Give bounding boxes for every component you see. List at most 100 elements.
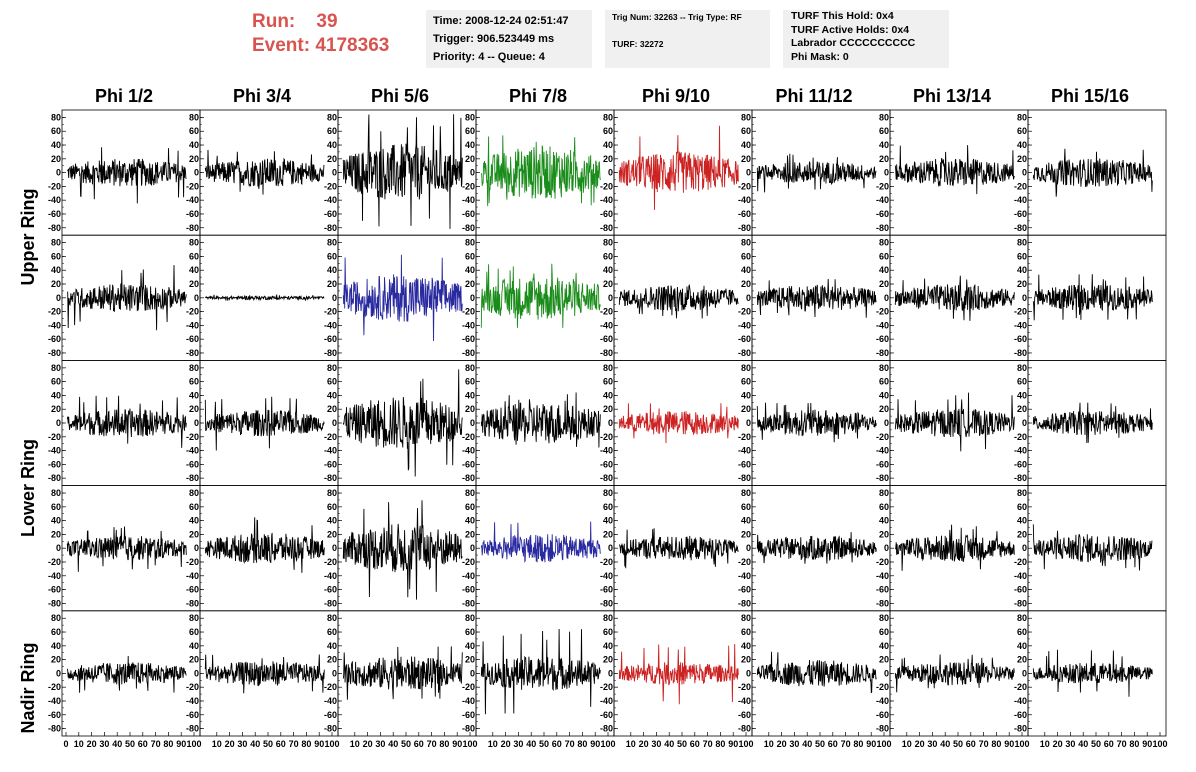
y-tick-label: -20 [1014,181,1027,191]
y-tick-label: -20 [1014,682,1027,692]
waveform-trace [342,500,463,600]
y-tick-label: 0 [194,293,199,303]
waveform-trace [480,135,601,207]
y-tick-label: 60 [189,126,199,136]
y-tick-label: 40 [465,641,475,651]
y-tick-label: 40 [51,265,61,275]
event-line: Event: 4178363 [252,34,389,58]
x-tick-label: 70 [703,739,713,749]
column-header-phi-7-8: Phi 7/8 [508,86,568,106]
y-tick-label: 80 [603,613,613,623]
y-tick-label: 40 [1017,390,1027,400]
y-tick-label: 80 [327,112,337,122]
y-tick-label: 40 [741,140,751,150]
y-tick-label: 80 [741,488,751,498]
x-tick-label: 60 [276,739,286,749]
y-tick-label: -40 [876,320,889,330]
y-tick-label: -40 [186,195,199,205]
y-tick-label: 60 [465,126,475,136]
x-tick-label: 40 [664,739,674,749]
y-tick-label: 0 [608,543,613,553]
y-tick-label: 0 [608,418,613,428]
y-tick-label: -20 [600,682,613,692]
y-tick-label: 80 [51,363,61,373]
x-tick-label: 80 [1129,739,1139,749]
y-tick-label: -20 [186,307,199,317]
y-tick-label: -20 [876,557,889,567]
y-tick-label: -80 [876,724,889,734]
y-tick-label: 0 [470,293,475,303]
y-tick-label: -20 [876,682,889,692]
column-header-phi-3-4: Phi 3/4 [232,86,292,106]
y-tick-label: -20 [600,557,613,567]
x-tick-label: 90 [176,739,186,749]
y-tick-label: 60 [465,502,475,512]
y-tick-label: -40 [600,320,613,330]
y-tick-label: 40 [189,140,199,150]
y-tick-label: -80 [324,724,337,734]
y-tick-label: -40 [324,571,337,581]
y-tick-label: -60 [876,710,889,720]
x-tick-label: 60 [690,739,700,749]
y-tick-label: -40 [1014,446,1027,456]
y-tick-label: 60 [741,251,751,261]
y-tick-label: -60 [462,459,475,469]
y-tick-label: 20 [741,154,751,164]
y-tick-label: -60 [1014,459,1027,469]
waveform-trace [894,392,1015,452]
waveform-trace [204,654,325,694]
y-tick-label: -80 [876,598,889,608]
y-tick-label: -60 [738,585,751,595]
y-tick-label: 0 [194,668,199,678]
x-tick-label: 60 [966,739,976,749]
y-tick-label: -60 [48,585,61,595]
x-tick-label: 40 [388,739,398,749]
y-tick-label: 80 [327,238,337,248]
y-tick-label: -80 [600,473,613,483]
y-tick-label: -40 [462,195,475,205]
y-tick-label: 0 [884,668,889,678]
y-tick-label: 80 [51,112,61,122]
y-tick-label: 0 [332,418,337,428]
y-tick-label: -20 [876,181,889,191]
x-tick-label: 10 [764,739,774,749]
column-header-phi-5-6: Phi 5/6 [370,86,430,106]
x-tick-label: 100 [462,739,477,749]
labrador-text: Labrador CCCCCCCCCC [791,37,916,49]
y-tick-label: 0 [1022,543,1027,553]
x-tick-label: 60 [414,739,424,749]
x-tick-label: 50 [953,739,963,749]
y-tick-label: 60 [879,251,889,261]
y-tick-label: 0 [608,168,613,178]
y-tick-label: -20 [462,432,475,442]
y-tick-label: 20 [465,404,475,414]
turf-hold-text: TURF This Hold: 0x4 [791,10,894,22]
x-tick-label: 90 [314,739,324,749]
column-header-phi-15-16: Phi 15/16 [1050,86,1130,106]
x-tick-label: 90 [590,739,600,749]
x-tick-label: 40 [802,739,812,749]
run-line: Run: 39 [252,10,389,34]
y-tick-label: -80 [186,598,199,608]
y-tick-label: -60 [600,585,613,595]
x-tick-label: 30 [375,739,385,749]
y-tick-label: -60 [186,585,199,595]
column-header-phi-1-2: Phi 1/2 [94,86,154,106]
y-tick-label: 80 [603,112,613,122]
y-tick-label: 60 [741,126,751,136]
waveform-trace [1032,402,1153,444]
y-tick-label: -20 [738,307,751,317]
y-tick-label: 40 [327,265,337,275]
waveform-trace [756,651,877,694]
trigger-text: Trigger: 906.523449 ms [433,33,555,45]
y-tick-label: -60 [1014,209,1027,219]
y-tick-label: 40 [1017,140,1027,150]
y-tick-label: 80 [1017,488,1027,498]
y-tick-label: -80 [1014,598,1027,608]
y-tick-label: -60 [186,209,199,219]
y-tick-label: -60 [738,334,751,344]
y-tick-label: 20 [189,404,199,414]
x-tick-label: 70 [427,739,437,749]
y-tick-label: -60 [1014,585,1027,595]
y-tick-label: 40 [51,516,61,526]
